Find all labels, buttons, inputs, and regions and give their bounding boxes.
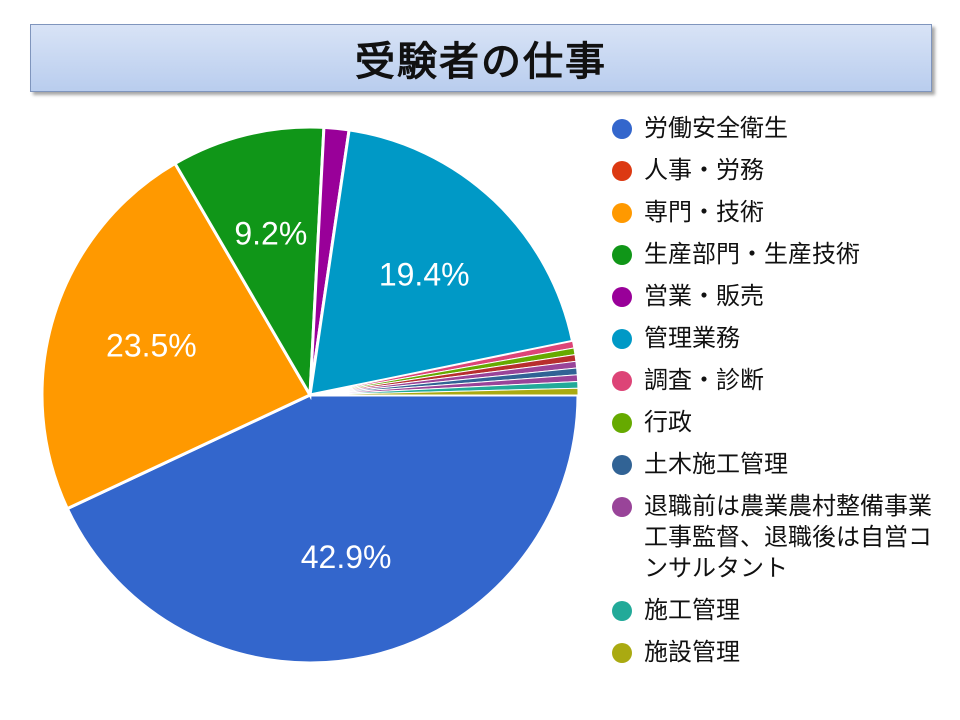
legend-item: 人事・労務 (612, 155, 952, 186)
legend-item: 生産部門・生産技術 (612, 239, 952, 270)
legend: 労働安全衛生 人事・労務専門・技術生産部門・生産技術 営業・販売管理業務調査・診断行… (612, 113, 952, 679)
legend-item: 調査・診断 (612, 365, 952, 396)
title-bar: 受験者の仕事 (30, 24, 932, 92)
legend-label: 管理業務 (644, 324, 740, 352)
legend-label: 土木施工管理 (644, 450, 788, 478)
legend-label: 専門・技術 (644, 198, 764, 226)
legend-swatch-icon (612, 161, 632, 181)
legend-swatch-icon (612, 245, 632, 265)
legend-swatch-icon (612, 371, 632, 391)
pie-slices (40, 125, 580, 665)
legend-swatch-icon (612, 497, 632, 517)
legend-swatch-icon (612, 643, 632, 663)
legend-item: 施設管理 (612, 637, 952, 668)
legend-swatch-icon (612, 329, 632, 349)
legend-label: 生産部門・生産技術 (644, 240, 860, 268)
legend-label: 退職前は農業農村整備事業工事監督、退職後は自営コンサルタント (644, 492, 932, 582)
pie-slice (65, 393, 580, 665)
pie-chart: 42.9% 23.5% 9.2% 19.4% (40, 125, 580, 665)
chart-title: 受験者の仕事 (355, 39, 607, 85)
slice-label: 9.2% (234, 216, 307, 252)
legend-swatch-icon (612, 287, 632, 307)
legend-label: 人事・労務 (644, 156, 764, 184)
legend-label: 調査・診断 (644, 366, 764, 394)
legend-item: 行政 (612, 407, 952, 438)
legend-swatch-icon (612, 203, 632, 223)
legend-item: 土木施工管理 (612, 449, 952, 480)
legend-swatch-icon (612, 455, 632, 475)
pie-labels: 42.9% 23.5% 9.2% 19.4% (106, 216, 470, 576)
legend-item: 営業・販売 (612, 281, 952, 312)
slice-label: 42.9% (301, 539, 392, 575)
legend-label: 施工管理 (644, 596, 740, 624)
legend-label: 施設管理 (644, 638, 740, 666)
pie-slice (309, 387, 579, 396)
legend-swatch-icon (612, 413, 632, 433)
pie-slice (308, 128, 575, 397)
pie-slice (40, 161, 313, 511)
slice-label: 19.4% (379, 256, 470, 292)
legend-item: 施工管理 (612, 595, 952, 626)
legend-swatch-icon (612, 601, 632, 621)
pie-slice (172, 125, 326, 401)
legend-item: 管理業務 (612, 323, 952, 354)
legend-swatch-icon (612, 119, 632, 139)
legend-label: 行政 (644, 408, 692, 436)
slice-label: 23.5% (106, 327, 197, 363)
legend-item: 労働安全衛生 (612, 113, 952, 144)
legend-item: 専門・技術 (612, 197, 952, 228)
legend-label: 労働安全衛生 (644, 114, 788, 142)
legend-label: 営業・販売 (644, 282, 764, 310)
legend-item: 退職前は農業農村整備事業工事監督、退職後は自営コンサルタント (612, 491, 952, 584)
